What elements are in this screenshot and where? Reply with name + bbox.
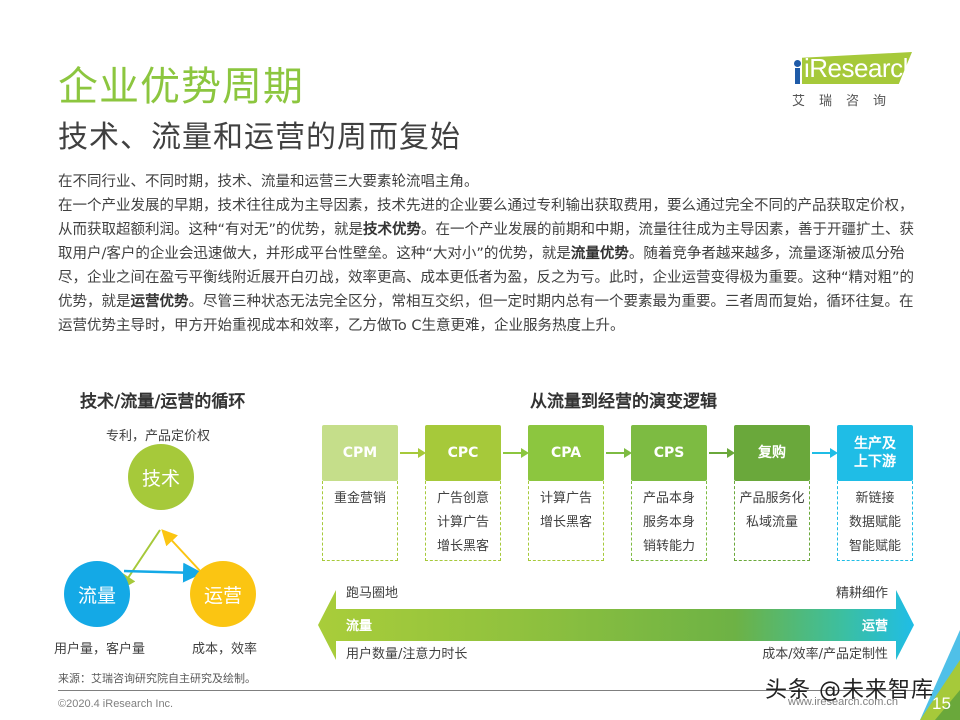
step-cps: CPS 产品本身 服务本身 销转能力: [631, 425, 707, 561]
node-ops: 运营: [190, 561, 256, 627]
arrow-right-icon: [812, 448, 838, 458]
highlight-tech-advantage: 技术优势: [363, 222, 422, 238]
para-seg: 。在一个产业发展的前期和中期，流量往往成为主导因素，善于开疆扩土、获取用户/客户…: [58, 222, 915, 262]
page-title: 企业优势周期: [58, 64, 304, 110]
step-head: CPC: [425, 425, 501, 481]
step-item: 产品本身: [642, 491, 695, 506]
ops-caption: 成本，效率: [192, 642, 258, 657]
step-body: 产品本身 服务本身 销转能力: [631, 481, 707, 561]
arrow-right-icon: [709, 448, 735, 458]
step-head: 复购: [734, 425, 810, 481]
para-seg: 。尽管三种状态无法完全区分，常相互交织，但一定时期内总有一个要素最为重要。三者周…: [58, 294, 914, 334]
spectrum-left-inside: 流量: [346, 619, 373, 634]
step-item: 数据赋能: [848, 515, 901, 530]
step-item: 销转能力: [642, 539, 695, 554]
step-item: 增长黑客: [539, 515, 592, 530]
para-seg: 在一个产业发展的早期，技术往往成为主导因素，技术先进的企业要么通过专利输出获取费…: [58, 198, 914, 238]
para-intro: 在不同行业、不同时期，技术、流量和运营三大要素轮流唱主角。: [58, 174, 479, 190]
arrow-right-icon: [503, 448, 529, 458]
node-tech: 技术: [128, 444, 194, 510]
step-body: 重金营销: [322, 481, 398, 561]
arrow-right-icon: [606, 448, 632, 458]
step-item: 新链接: [855, 491, 895, 506]
highlight-ops-advantage: 运营优势: [130, 294, 189, 310]
arrow-right-icon: [400, 448, 426, 458]
copyright: ©2020.4 iResearch Inc.: [58, 698, 174, 710]
step-item: 计算广告: [539, 491, 592, 506]
step-body: 新链接 数据赋能 智能赋能: [837, 481, 913, 561]
arrow-traffic-to-ops: [123, 562, 203, 583]
spectrum-right-bottom: 成本/效率/产品定制性: [762, 647, 888, 662]
step-item: 计算广告: [436, 515, 489, 530]
logo-dot-icon: [794, 60, 801, 67]
step-item: 智能赋能: [848, 539, 901, 554]
step-repurchase: 复购 产品服务化 私域流量: [734, 425, 810, 561]
step-head: CPA: [528, 425, 604, 481]
step-cpa: CPA 计算广告 增长黑客: [528, 425, 604, 561]
node-traffic: 流量: [64, 561, 130, 627]
cycle-arrows: [119, 529, 203, 591]
corner-decoration: [920, 630, 960, 720]
traffic-ops-spectrum: 跑马圈地 流量 用户数量/注意力时长 精耕细作 运营 成本/效率/产品定制性: [318, 586, 914, 662]
step-item: 服务本身: [642, 515, 695, 530]
cycle-title: 技术/流量/运营的循环: [80, 392, 246, 412]
body-paragraph: 在不同行业、不同时期，技术、流量和运营三大要素轮流唱主角。 在一个产业发展的早期…: [58, 170, 918, 338]
logo-brand-text: iResearch: [804, 53, 917, 83]
para-seg: 。随着竞争者越来越多，流量逐渐被瓜分殆尽，企业之间在盈亏平衡线附近展开白刃战，效…: [58, 246, 915, 310]
step-head: CPM: [322, 425, 398, 481]
step-head-line: 生产及: [854, 436, 896, 452]
highlight-traffic-advantage: 流量优势: [570, 246, 629, 262]
traffic-caption: 用户量，客户量: [54, 642, 146, 657]
watermark: 头条 @未来智库: [765, 678, 934, 703]
step-production-chain: 生产及 上下游 新链接 数据赋能 智能赋能: [837, 425, 913, 561]
evolution-title: 从流量到经营的演变逻辑: [530, 392, 717, 412]
logo-i-stem: [795, 68, 800, 84]
logo-cn-text: 艾瑞咨询: [792, 94, 901, 109]
spectrum-left-top: 跑马圈地: [346, 586, 399, 601]
step-body: 广告创意 计算广告 增长黑客: [425, 481, 501, 561]
step-item: 私域流量: [745, 515, 798, 530]
step-head: CPS: [631, 425, 707, 481]
spectrum-right-inside: 运营: [861, 619, 888, 634]
step-cpc: CPC 广告创意 计算广告 增长黑客: [425, 425, 501, 561]
step-item: 产品服务化: [739, 491, 805, 506]
step-cpm: CPM 重金营销: [322, 425, 398, 561]
page-subtitle: 技术、流量和运营的周而复始: [58, 120, 461, 155]
step-head: 生产及 上下游: [837, 425, 913, 481]
step-head-line: 上下游: [854, 454, 896, 470]
step-item: 重金营销: [333, 491, 386, 506]
website-link[interactable]: www.iresearch.com.cn: [788, 696, 899, 708]
step-body: 产品服务化 私域流量: [734, 481, 810, 561]
spectrum-right-top: 精耕细作: [835, 586, 888, 601]
arrow-tech-to-traffic: [119, 529, 161, 591]
arrow-ops-to-tech: [161, 529, 203, 574]
source-note: 来源：艾瑞咨询研究院自主研究及绘制。: [58, 672, 256, 685]
step-body: 计算广告 增长黑客: [528, 481, 604, 561]
logo-banner-shape: [802, 52, 912, 84]
page-number: 15: [932, 694, 951, 713]
iresearch-logo: iResearch 艾瑞咨询: [790, 52, 917, 109]
step-item: 增长黑客: [436, 539, 489, 554]
footer-divider: [58, 690, 948, 691]
tech-caption: 专利，产品定价权: [106, 429, 211, 444]
step-item: 广告创意: [436, 491, 489, 506]
spectrum-left-bottom: 用户数量/注意力时长: [346, 647, 468, 662]
